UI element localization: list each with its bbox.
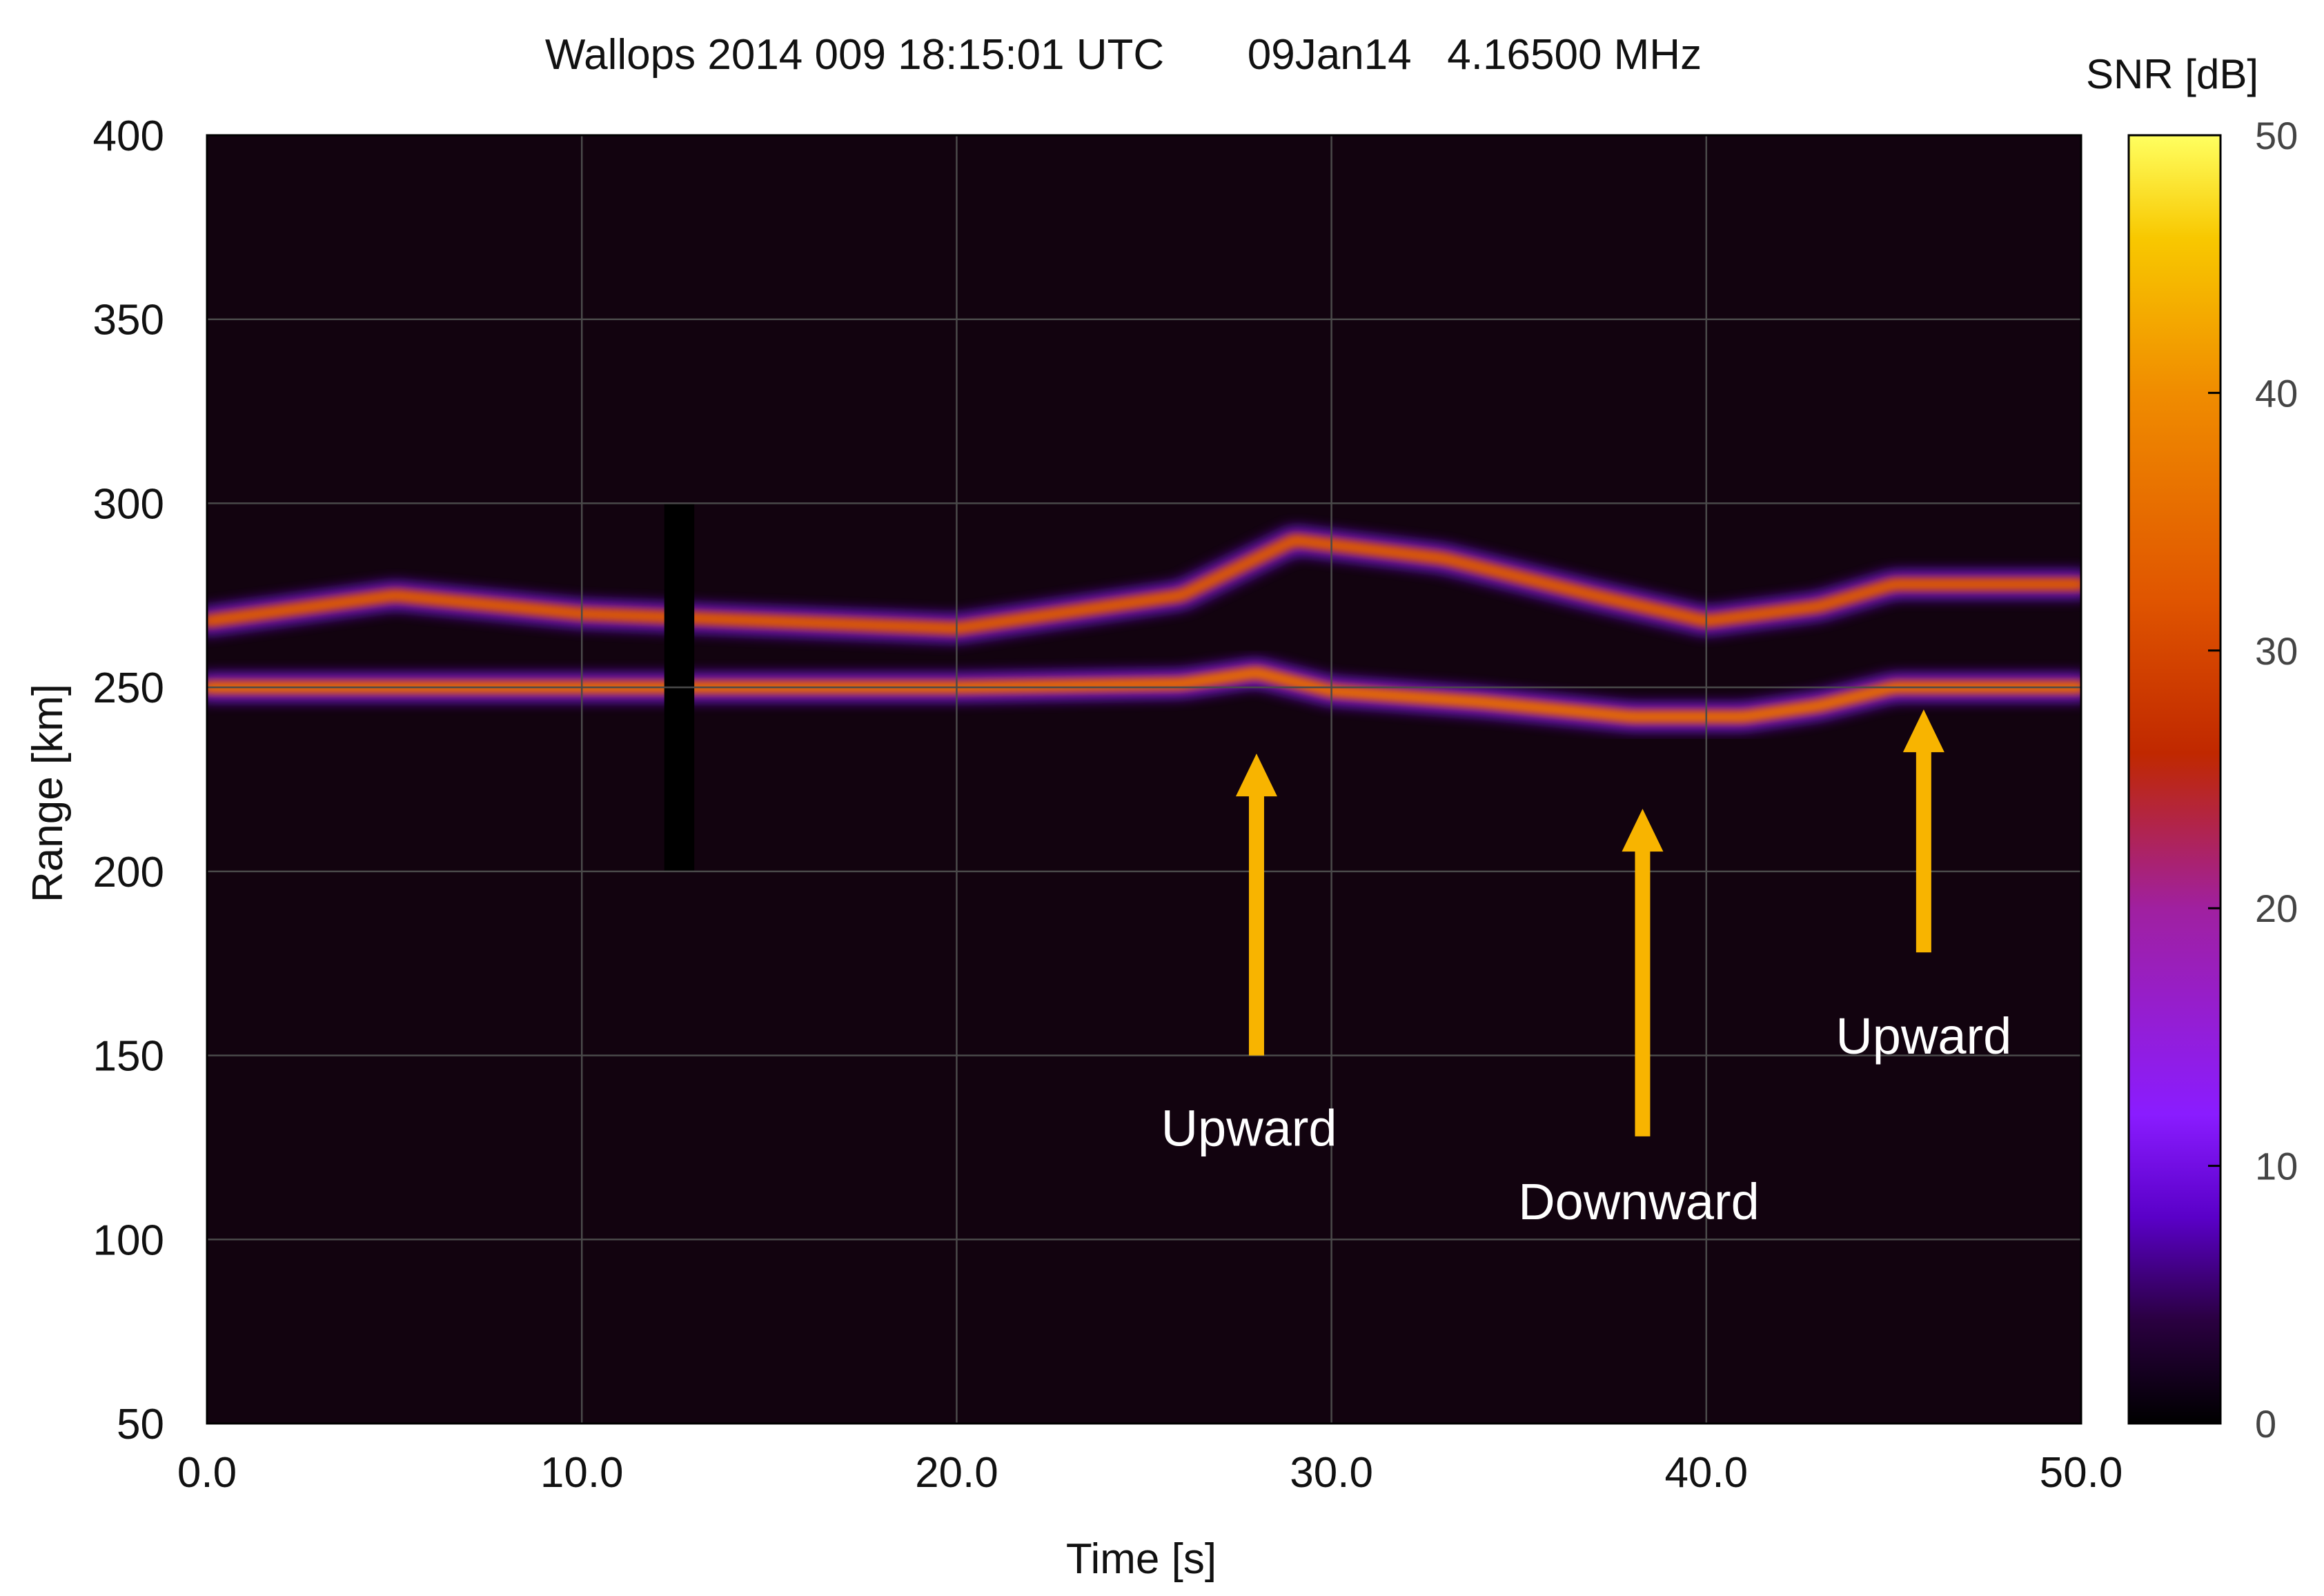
x-tick-label: 40.0	[1664, 1449, 1748, 1497]
colorbar-tick-label: 40	[2255, 371, 2298, 415]
colorbar-tick-label: 10	[2255, 1145, 2298, 1188]
annotation-1: Upward	[1161, 753, 1337, 1156]
y-axis-label: Range [km]	[24, 684, 72, 903]
x-tick-label: 30.0	[1290, 1449, 1373, 1497]
x-tick-label: 20.0	[915, 1449, 998, 1497]
annotation-label: Upward	[1835, 1007, 2011, 1065]
y-tick-label: 200	[93, 849, 164, 896]
annotation-2: Downward	[1518, 809, 1760, 1230]
gridlines	[207, 135, 2081, 1423]
annotation-arrow-head	[1902, 709, 1944, 753]
chart-title: Wallops 2014 009 18:15:01 UTC 09Jan14 4.…	[545, 31, 1702, 79]
y-tick-label: 400	[93, 112, 164, 160]
annotations: Upward Downward Upward	[1161, 709, 2011, 1230]
plot-frame	[206, 134, 2082, 1425]
y-tick-label: 50	[117, 1401, 164, 1448]
x-axis-label: Time [s]	[1066, 1535, 1217, 1583]
y-tick-label: 150	[93, 1033, 164, 1081]
y-tick-label: 300	[93, 480, 164, 528]
y-axis-ticks: 50 100 150 200 250 300 350 400	[93, 112, 164, 1448]
x-axis-ticks: 0.0 10.0 20.0 30.0 40.0 50.0	[177, 1449, 2123, 1497]
x-tick-label: 10.0	[540, 1449, 624, 1497]
annotation-arrow-head	[1235, 753, 1277, 797]
colorbar	[2127, 134, 2222, 1425]
colorbar-tick-label: 50	[2255, 114, 2298, 157]
y-tick-label: 250	[93, 664, 164, 712]
colorbar-tick-label: 30	[2255, 629, 2298, 673]
x-tick-label: 0.0	[177, 1449, 237, 1497]
y-tick-label: 100	[93, 1216, 164, 1264]
y-tick-label: 350	[93, 297, 164, 344]
colorbar-tick-label: 20	[2255, 887, 2298, 930]
plot-background	[207, 135, 2081, 1423]
annotation-label: Upward	[1161, 1099, 1337, 1156]
x-tick-label: 50.0	[2040, 1449, 2123, 1497]
colorbar-ticks: 0 10 20 30 40 50	[2208, 114, 2298, 1446]
colorbar-tick-label: 0	[2255, 1402, 2276, 1446]
colorbar-label: SNR [dB]	[2086, 51, 2258, 97]
annotation-3: Upward	[1835, 709, 2011, 1065]
annotation-arrow-head	[1622, 809, 1664, 852]
annotation-label: Downward	[1518, 1173, 1760, 1230]
